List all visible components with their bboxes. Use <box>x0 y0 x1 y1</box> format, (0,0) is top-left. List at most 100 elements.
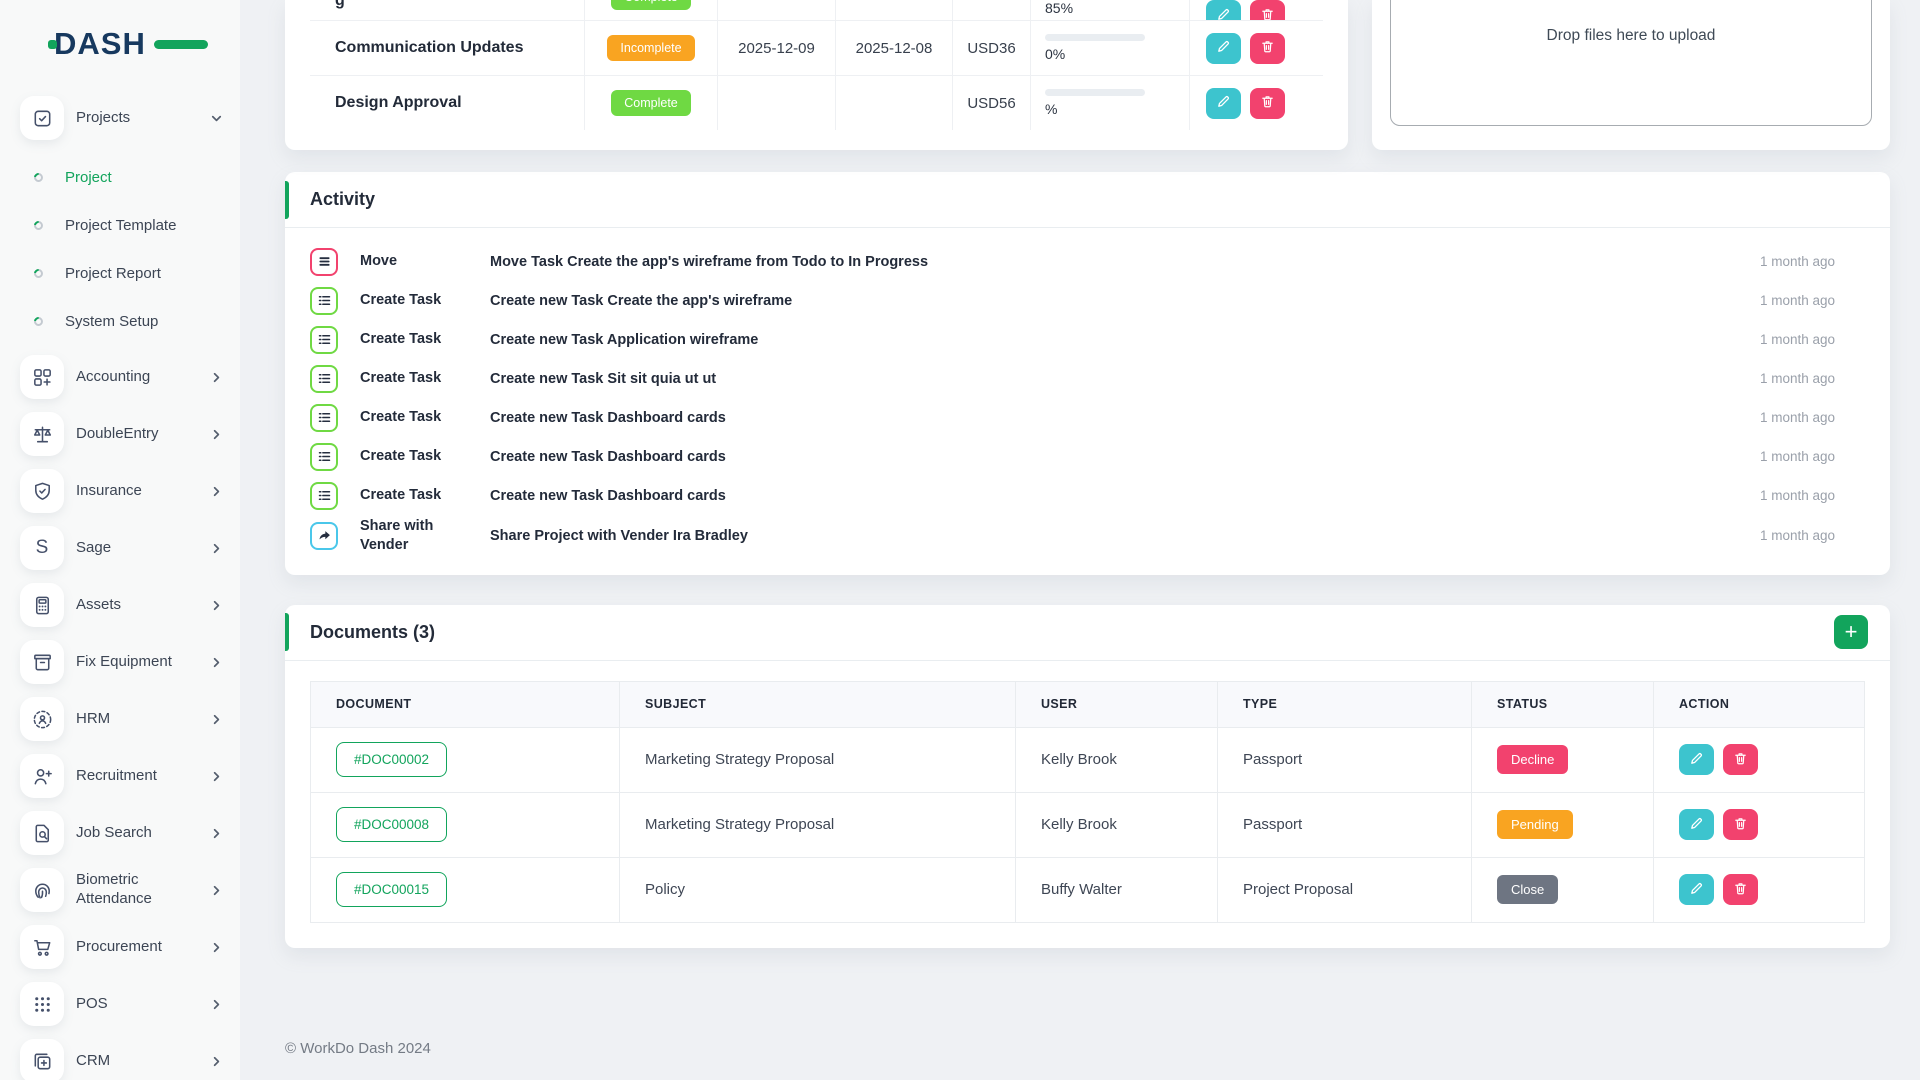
progress-label: 85% <box>1045 0 1074 16</box>
chevron-right-icon <box>209 598 224 613</box>
logo-dash-bar <box>154 40 208 49</box>
sidebar-subitem[interactable]: System Setup <box>20 297 240 345</box>
milestone-actions-cell <box>1190 0 1323 20</box>
sidebar-item[interactable]: Biometric Attendance <box>20 868 240 912</box>
sidebar-item[interactable]: Fix Equipment <box>20 640 240 684</box>
edit-button[interactable] <box>1679 809 1714 841</box>
app-logo[interactable]: DASH <box>48 24 208 64</box>
delete-button[interactable] <box>1250 0 1285 20</box>
sidebar-item[interactable]: Assets <box>20 583 240 627</box>
documents-table-header: DOCUMENT SUBJECT USER TYPE STATUS ACTION <box>311 681 1864 728</box>
milestone-name: Design Approval <box>335 94 462 111</box>
document-status-cell: Decline <box>1472 727 1654 792</box>
sidebar-item[interactable]: Procurement <box>20 925 240 969</box>
chevron-right-icon <box>209 712 224 727</box>
milestone-name-cell: Communication Updates <box>310 21 585 75</box>
trash-icon <box>1260 94 1275 112</box>
milestone-name: g <box>335 0 345 9</box>
sidebar-item-label: Job Search <box>76 823 152 841</box>
document-row: #DOC00015 Policy Buffy Walter Project Pr… <box>311 857 1864 922</box>
document-subject: Marketing Strategy Proposal <box>620 792 1016 857</box>
milestone-name: Communication Updates <box>335 39 524 56</box>
delete-button[interactable] <box>1723 744 1758 776</box>
document-type: Passport <box>1218 727 1472 792</box>
document-type: Passport <box>1218 792 1472 857</box>
activity-row: Create Task Create new Task Dashboard ca… <box>285 437 1890 476</box>
sidebar-item[interactable]: S Sage <box>20 526 240 570</box>
col-header-user: USER <box>1016 681 1218 727</box>
bullet-donut-icon <box>32 314 45 328</box>
activity-card: Activity Move Move Task Create the app's… <box>285 172 1890 575</box>
activity-type-icon <box>310 403 338 432</box>
document-id-link[interactable]: #DOC00002 <box>336 742 448 778</box>
activity-timestamp: 1 month ago <box>1759 254 1835 269</box>
sidebar-item-label: Recruitment <box>76 766 157 784</box>
delete-button[interactable] <box>1250 32 1285 64</box>
edit-button[interactable] <box>1679 874 1714 906</box>
col-header-status: STATUS <box>1472 681 1654 727</box>
status-badge: Close <box>1497 875 1559 905</box>
projects-submenu: Project Project Template Project Report <box>20 153 240 345</box>
document-subject: Policy <box>620 857 1016 922</box>
sidebar-subitem[interactable]: Project <box>20 153 240 201</box>
col-header-document: DOCUMENT <box>311 681 620 727</box>
delete-button[interactable] <box>1723 874 1758 906</box>
edit-button[interactable] <box>1206 87 1241 119</box>
status-badge: Incomplete <box>607 35 695 61</box>
milestone-row: g Complete 85% <box>310 0 1323 21</box>
document-user: Buffy Walter <box>1016 857 1218 922</box>
sidebar-item[interactable]: Insurance <box>20 469 240 513</box>
sidebar-item[interactable]: CRM <box>20 1039 240 1080</box>
pencil-icon <box>1216 39 1231 57</box>
milestones-table: g Complete 85% <box>310 0 1323 130</box>
sidebar-item-label: Assets <box>76 595 122 613</box>
activity-timestamp: 1 month ago <box>1759 410 1835 425</box>
pencil-icon <box>1689 881 1704 899</box>
document-status-cell: Close <box>1472 857 1654 922</box>
sidebar-subitem[interactable]: Project Report <box>20 249 240 297</box>
sidebar-item[interactable]: Job Search <box>20 811 240 855</box>
document-id-link[interactable]: #DOC00008 <box>336 807 448 843</box>
logo-dot <box>48 40 57 49</box>
status-badge: Pending <box>1497 810 1573 840</box>
chevron-down-icon <box>209 111 224 126</box>
document-row: #DOC00002 Marketing Strategy Proposal Ke… <box>311 727 1864 793</box>
sidebar-item[interactable]: DoubleEntry <box>20 412 240 456</box>
edit-button[interactable] <box>1206 0 1241 20</box>
trash-icon <box>1733 816 1748 834</box>
module-icon <box>20 469 64 513</box>
delete-button[interactable] <box>1250 87 1285 119</box>
document-status-cell: Pending <box>1472 792 1654 857</box>
edit-button[interactable] <box>1679 744 1714 776</box>
sidebar-item[interactable]: Recruitment <box>20 754 240 798</box>
sidebar-item[interactable]: HRM <box>20 697 240 741</box>
delete-button[interactable] <box>1723 809 1758 841</box>
edit-button[interactable] <box>1206 32 1241 64</box>
status-badge: Decline <box>1497 745 1569 775</box>
sidebar-subitem[interactable]: Project Template <box>20 201 240 249</box>
sidebar-item[interactable]: POS <box>20 982 240 1026</box>
module-icon <box>20 982 64 1026</box>
milestone-cost: USD36 <box>953 21 1031 75</box>
chevron-right-icon <box>209 484 224 499</box>
sidebar-item-label: CRM <box>76 1051 111 1069</box>
milestone-progress-cell: % <box>1031 76 1190 130</box>
sidebar-subitem-label: Project Template <box>65 216 177 234</box>
pencil-icon <box>1689 751 1704 769</box>
progress-bar <box>1045 89 1145 96</box>
sidebar-item-projects[interactable]: Projects <box>20 96 240 140</box>
chevron-right-icon <box>209 541 224 556</box>
chevron-right-icon <box>209 826 224 841</box>
document-id-link[interactable]: #DOC00015 <box>336 872 448 908</box>
activity-timestamp: 1 month ago <box>1759 528 1835 544</box>
activity-type-label: Create Task <box>360 448 442 465</box>
chevron-right-icon <box>209 769 224 784</box>
add-document-button[interactable]: + <box>1834 615 1868 650</box>
activity-row: Create Task Create new Task Dashboard ca… <box>285 476 1890 515</box>
file-dropzone[interactable]: Drop files here to upload <box>1390 0 1872 126</box>
bullet-donut-icon <box>32 170 45 184</box>
bullet-donut-icon <box>32 218 45 232</box>
document-user: Kelly Brook <box>1016 792 1218 857</box>
sidebar-item[interactable]: Accounting <box>20 355 240 399</box>
